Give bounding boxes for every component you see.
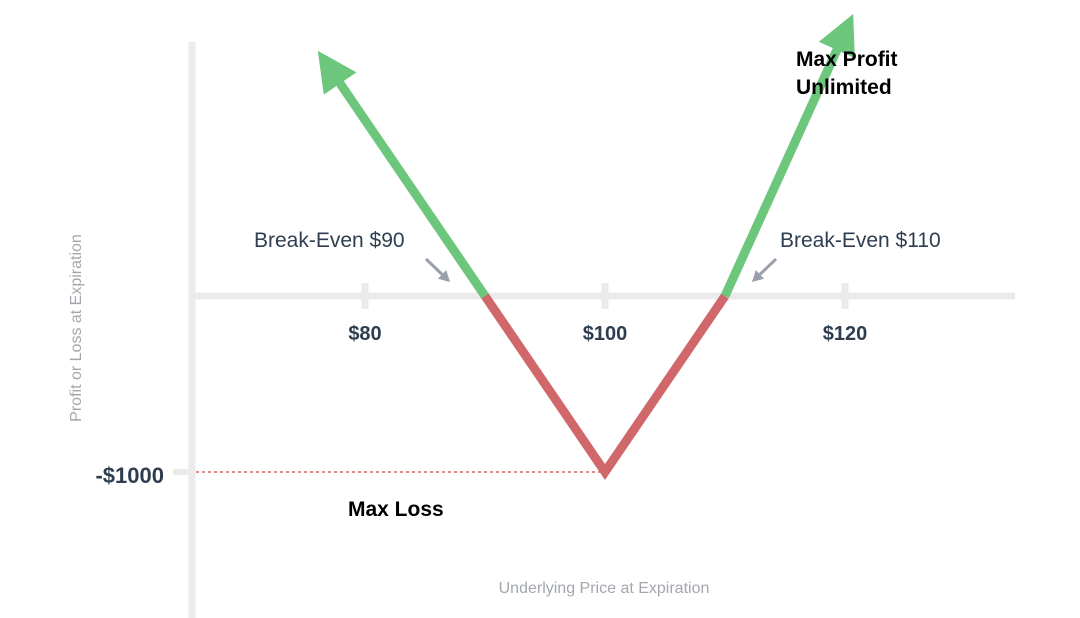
payoff-segment-loss-1 xyxy=(481,293,729,480)
x-tick-label-100: $100 xyxy=(583,323,628,345)
break-even-right-arrow-head xyxy=(752,270,765,282)
max-profit-label-line2: Unlimited xyxy=(796,76,892,99)
break-even-left-arrow-shaft xyxy=(424,257,444,276)
break-even-right-arrow-shaft xyxy=(758,257,778,276)
max-loss-label: Max Loss xyxy=(348,498,444,521)
break-even-left-arrow-head xyxy=(437,270,450,282)
break-even-left-label: Break-Even $90 xyxy=(254,229,405,252)
payoff-segment-profit-2 xyxy=(720,13,855,298)
x-axis-title: Underlying Price at Expiration xyxy=(499,580,710,597)
break-even-right-label: Break-Even $110 xyxy=(780,229,941,252)
y-tick-label: -$1000 xyxy=(95,463,164,488)
max-profit-label-line1: Max Profit xyxy=(796,48,898,71)
y-axis-title: Profit or Loss at Expiration xyxy=(68,234,85,422)
x-tick-label-120: $120 xyxy=(823,323,868,345)
x-tick-label-80: $80 xyxy=(348,323,381,345)
payoff-segment-profit-0 xyxy=(317,50,489,299)
